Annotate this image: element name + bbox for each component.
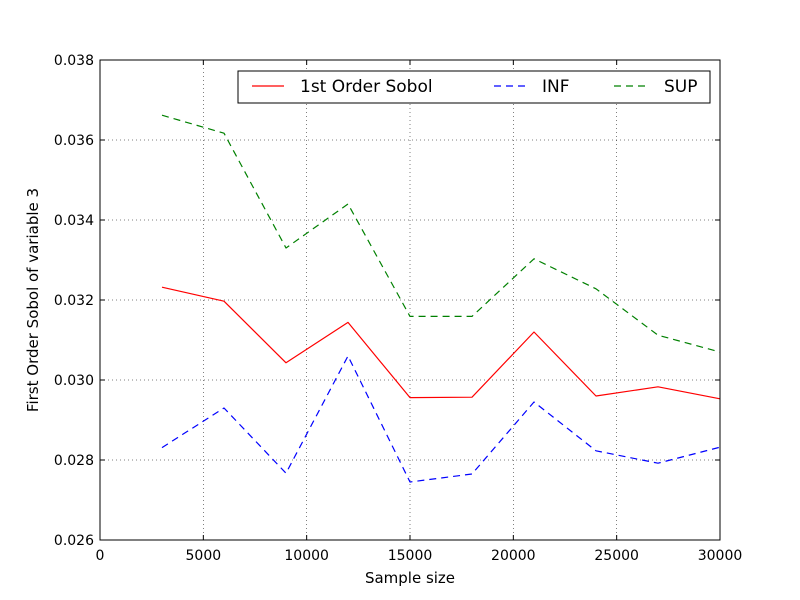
legend-label-sup: SUP: [664, 77, 698, 97]
x-tick-label: 30000: [698, 548, 743, 564]
x-tick-label: 0: [96, 548, 105, 564]
y-tick-label: 0.028: [54, 453, 94, 469]
x-tick-label: 5000: [186, 548, 222, 564]
series-group: [161, 114, 721, 483]
y-tick-label: 0.034: [54, 213, 94, 229]
ticks: [99, 59, 721, 541]
y-tick-label: 0.038: [54, 53, 94, 69]
grid: [100, 60, 720, 540]
tick-labels: 0 5000 10000 15000 20000 25000 30000 0.026 0.028…: [54, 53, 742, 564]
y-tick-label: 0.030: [54, 373, 94, 389]
series-line-sup: [161, 114, 721, 353]
legend-label-inf: INF: [542, 77, 570, 97]
x-tick-label: 20000: [491, 548, 536, 564]
x-tick-label: 15000: [388, 548, 433, 564]
legend: 1st Order Sobol INF SUP: [237, 70, 711, 104]
x-tick-label: 25000: [594, 548, 639, 564]
x-axis-label: Sample size: [365, 569, 455, 587]
series-line-sobol: [161, 286, 721, 400]
y-tick-label: 0.026: [54, 533, 94, 549]
x-tick-label: 10000: [284, 548, 329, 564]
y-axis-label: First Order Sobol of variable 3: [24, 188, 42, 412]
y-tick-label: 0.032: [54, 293, 94, 309]
y-tick-label: 0.036: [54, 133, 94, 149]
legend-box: [237, 70, 711, 104]
legend-label-sobol: 1st Order Sobol: [300, 77, 433, 97]
